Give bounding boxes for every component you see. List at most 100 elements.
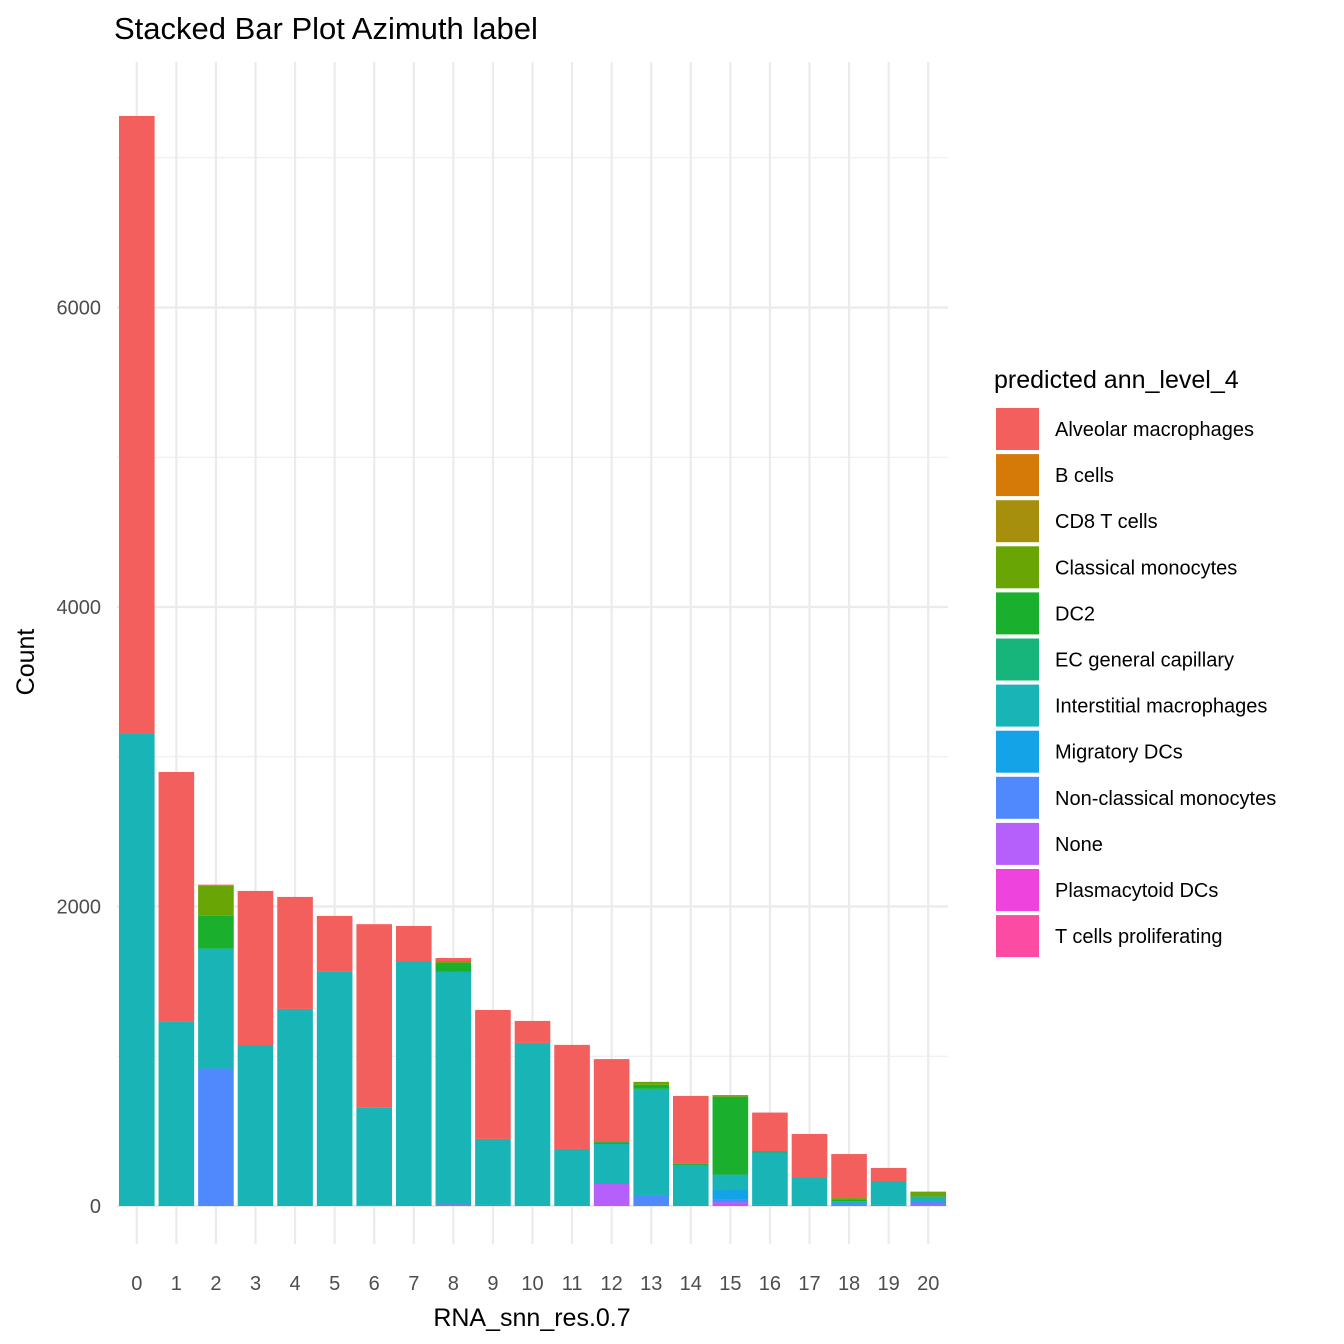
bar-segment — [198, 1068, 234, 1206]
legend-swatch — [996, 454, 1039, 497]
y-axis-title: Count — [12, 629, 40, 696]
legend-label: None — [1055, 834, 1103, 856]
bar-segment — [435, 962, 472, 972]
bar-segment — [910, 1191, 947, 1197]
bar-stack-17 — [791, 1133, 828, 1206]
bar-stack-14 — [672, 1095, 709, 1206]
bar-stack-8 — [435, 958, 472, 1206]
bar-segment — [316, 971, 353, 1206]
legend-label: B cells — [1055, 465, 1114, 487]
bar-stack-4 — [277, 896, 313, 1206]
bar-segment — [554, 1044, 590, 1149]
bar-stack-18 — [831, 1154, 867, 1206]
bar-segment — [712, 1189, 749, 1200]
bar-stack-10 — [514, 1020, 551, 1206]
bar-segment — [831, 1198, 867, 1200]
x-axis-title: RNA_snn_res.0.7 — [433, 1304, 630, 1332]
legend-item: EC general capillary — [996, 638, 1234, 681]
x-axis-ticks: 0 1 2 3 4 5 6 7 8 9 10 11 12 13 14 15 16 17 18 19 20 — [131, 1273, 939, 1295]
legend-item: B cells — [996, 454, 1114, 497]
bar-segment — [712, 1095, 749, 1097]
legend-swatch — [996, 776, 1039, 819]
legend-swatch — [996, 638, 1039, 681]
bar-stack-20 — [910, 1191, 947, 1206]
bar-segment — [198, 915, 234, 949]
x-tick-label: 17 — [798, 1273, 820, 1295]
legend-swatch — [996, 869, 1039, 911]
y-axis-ticks: 0 2000 4000 6000 — [57, 298, 102, 1219]
bar-segment — [237, 1045, 274, 1206]
x-tick-label: 13 — [640, 1273, 662, 1295]
bar-segment — [593, 1059, 630, 1143]
bar-segment — [831, 1204, 867, 1206]
bar-segment — [198, 885, 234, 916]
bar-segment — [277, 896, 313, 1009]
x-tick-label: 1 — [171, 1273, 182, 1295]
y-tick-label: 2000 — [57, 897, 102, 919]
legend-swatch — [996, 408, 1039, 450]
bar-stack-9 — [475, 1009, 511, 1206]
x-tick-label: 7 — [408, 1273, 419, 1295]
legend-swatch — [996, 915, 1039, 958]
legend-label: T cells proliferating — [1055, 926, 1222, 948]
bar-segment — [435, 961, 472, 963]
y-tick-label: 0 — [90, 1196, 101, 1218]
bar-segment — [593, 1183, 630, 1206]
bar-segment — [475, 1009, 511, 1139]
legend-label: Non-classical monocytes — [1055, 788, 1276, 810]
bar-segment — [712, 1202, 749, 1205]
bar-segment — [712, 1174, 749, 1190]
bar-segment — [277, 1008, 313, 1206]
bar-segment — [198, 884, 234, 886]
x-tick-label: 8 — [448, 1273, 459, 1295]
legend-label: Migratory DCs — [1055, 742, 1183, 764]
x-tick-label: 3 — [250, 1273, 261, 1295]
bar-stack-5 — [316, 915, 353, 1206]
bar-segment — [910, 1201, 947, 1205]
bar-stack-1 — [158, 772, 195, 1206]
bar-segment — [514, 1042, 551, 1206]
legend-item: Interstitial macrophages — [996, 684, 1267, 727]
x-tick-label: 6 — [369, 1273, 380, 1295]
legend-label: Plasmacytoid DCs — [1055, 880, 1218, 902]
legend-swatch — [996, 730, 1039, 773]
chart-title: Stacked Bar Plot Azimuth label — [114, 11, 538, 46]
x-tick-label: 20 — [917, 1273, 939, 1295]
bar-segment — [870, 1167, 907, 1181]
y-tick-label: 6000 — [57, 298, 102, 320]
legend-title: predicted ann_level_4 — [994, 366, 1239, 394]
legend-item: None — [996, 822, 1103, 865]
bar-segment — [752, 1112, 788, 1152]
legend-item: Classical monocytes — [996, 546, 1237, 589]
bar-stack-6 — [356, 924, 393, 1207]
bar-segment — [435, 958, 472, 962]
legend-item: Non-classical monocytes — [996, 776, 1276, 819]
bar-segment — [672, 1164, 709, 1206]
legend-label: Alveolar macrophages — [1055, 419, 1254, 441]
bar-segment — [118, 733, 155, 1206]
legend-label: DC2 — [1055, 603, 1095, 625]
bar-segment — [356, 924, 393, 1108]
bar-segment — [870, 1204, 907, 1206]
bar-segment — [395, 925, 432, 962]
bar-segment — [633, 1195, 670, 1206]
legend-label: CD8 T cells — [1055, 511, 1158, 533]
bar-segment — [435, 1204, 472, 1206]
bar-segment — [593, 1144, 630, 1184]
bar-segment — [831, 1199, 867, 1202]
bar-segment — [672, 1163, 709, 1165]
x-tick-label: 19 — [878, 1273, 900, 1295]
bar-stack-0 — [118, 115, 155, 1206]
legend-swatch — [996, 500, 1039, 543]
bar-segment — [514, 1020, 551, 1043]
bar-segment — [633, 1081, 670, 1085]
bar-segment — [475, 1138, 511, 1205]
x-tick-label: 15 — [719, 1273, 741, 1295]
legend-item: Migratory DCs — [996, 730, 1183, 773]
bar-stack-7 — [395, 925, 432, 1206]
x-tick-label: 11 — [562, 1273, 583, 1295]
legend: predicted ann_level_4 Alveolar macrophag… — [994, 366, 1276, 958]
bar-segment — [237, 890, 274, 1046]
x-tick-label: 4 — [290, 1273, 301, 1295]
x-tick-label: 16 — [759, 1273, 781, 1295]
